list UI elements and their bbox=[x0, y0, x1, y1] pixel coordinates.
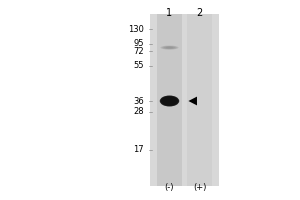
Ellipse shape bbox=[160, 96, 179, 106]
Text: 95: 95 bbox=[134, 40, 144, 48]
Text: 1: 1 bbox=[167, 8, 172, 18]
Ellipse shape bbox=[169, 100, 170, 102]
Ellipse shape bbox=[160, 46, 178, 50]
Text: 28: 28 bbox=[134, 108, 144, 116]
Text: 55: 55 bbox=[134, 62, 144, 71]
Ellipse shape bbox=[165, 98, 174, 104]
Ellipse shape bbox=[164, 98, 175, 104]
Ellipse shape bbox=[162, 46, 177, 49]
Text: 72: 72 bbox=[134, 46, 144, 55]
Bar bbox=[157, 14, 182, 186]
Ellipse shape bbox=[166, 99, 173, 103]
Ellipse shape bbox=[162, 97, 177, 105]
Text: 36: 36 bbox=[133, 97, 144, 106]
Ellipse shape bbox=[166, 47, 173, 48]
Ellipse shape bbox=[161, 96, 178, 106]
Text: 17: 17 bbox=[134, 146, 144, 154]
Ellipse shape bbox=[163, 97, 176, 105]
Ellipse shape bbox=[167, 100, 171, 102]
Bar bbox=[150, 14, 219, 186]
Text: (+): (+) bbox=[193, 183, 206, 192]
Text: 130: 130 bbox=[128, 24, 144, 33]
Bar bbox=[187, 14, 212, 186]
Ellipse shape bbox=[164, 46, 175, 49]
Polygon shape bbox=[188, 97, 197, 105]
Text: (-): (-) bbox=[165, 183, 174, 192]
Ellipse shape bbox=[167, 99, 172, 103]
Text: 2: 2 bbox=[196, 8, 202, 18]
